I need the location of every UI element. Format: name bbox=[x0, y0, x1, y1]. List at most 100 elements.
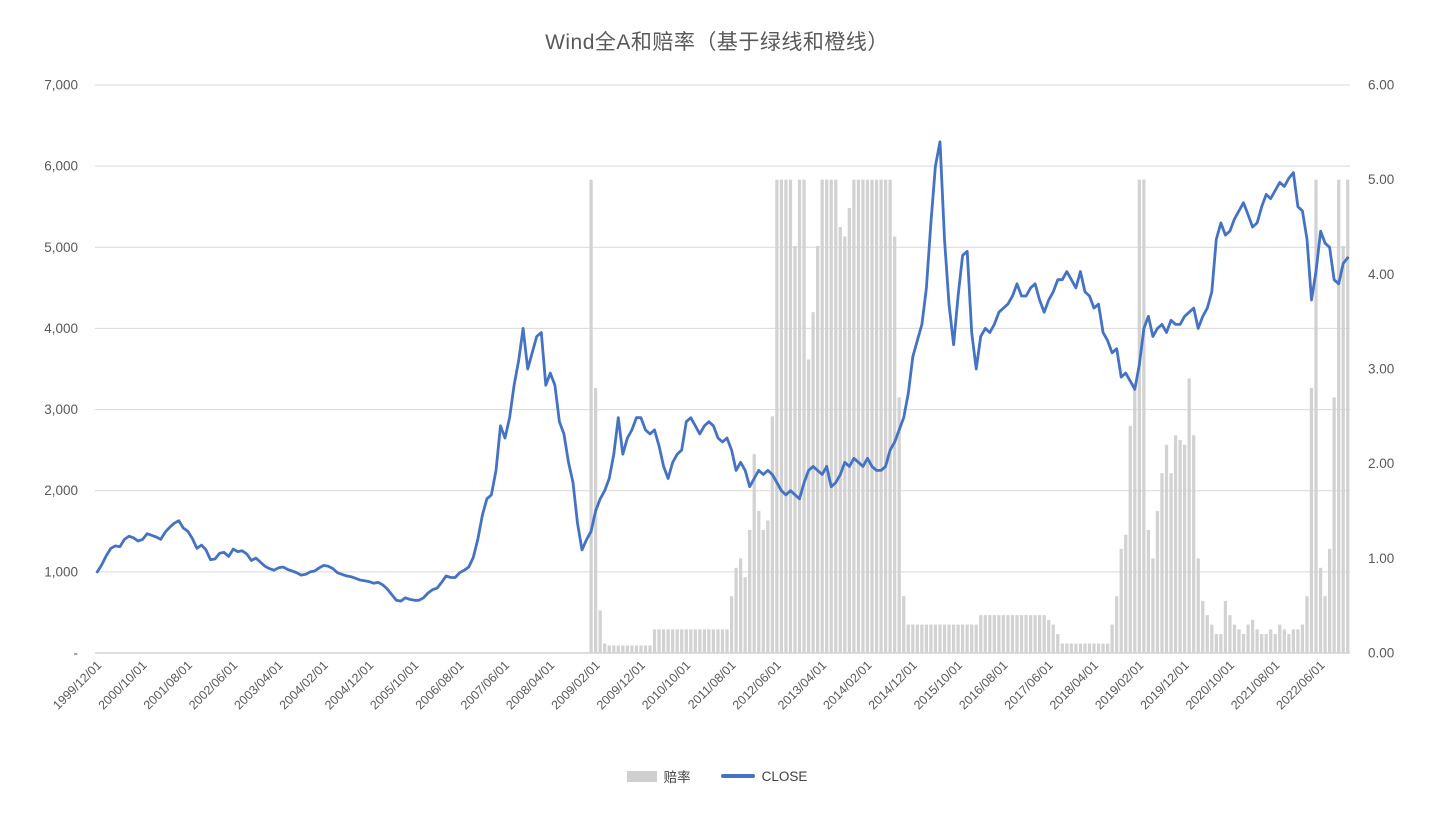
odds-bar bbox=[1128, 425, 1132, 653]
odds-bar bbox=[865, 179, 870, 653]
odds-bar bbox=[888, 179, 892, 653]
odds-bar bbox=[1096, 643, 1101, 653]
odds-bar bbox=[1264, 634, 1268, 653]
odds-bar bbox=[738, 558, 743, 653]
odds-bar bbox=[1314, 179, 1318, 653]
odds-bar bbox=[1069, 643, 1073, 653]
odds-bar bbox=[689, 629, 693, 653]
odds-bar bbox=[1119, 548, 1123, 653]
y-axis-label-left: - bbox=[74, 646, 79, 661]
odds-bar bbox=[965, 624, 969, 653]
odds-bar bbox=[770, 416, 774, 653]
odds-bar bbox=[852, 179, 856, 653]
odds-bar bbox=[729, 596, 734, 653]
odds-bar bbox=[956, 624, 960, 653]
odds-bar bbox=[870, 179, 874, 653]
odds-bar bbox=[1327, 548, 1332, 653]
odds-bar bbox=[1087, 643, 1092, 653]
odds-bar bbox=[643, 645, 648, 653]
odds-bar bbox=[1196, 558, 1200, 653]
odds-bar bbox=[911, 624, 915, 653]
odds-bar bbox=[825, 179, 829, 653]
odds-bar bbox=[1232, 624, 1237, 653]
odds-bar bbox=[1214, 634, 1218, 653]
odds-bar bbox=[1047, 619, 1051, 653]
odds-bar bbox=[603, 643, 607, 653]
odds-bar bbox=[680, 629, 684, 653]
odds-bar bbox=[1332, 397, 1336, 653]
odds-bar bbox=[1309, 387, 1314, 653]
odds-bar bbox=[1042, 615, 1046, 653]
odds-bar bbox=[634, 645, 639, 653]
close-line bbox=[95, 140, 1350, 603]
odds-bar bbox=[843, 236, 847, 653]
odds-bar bbox=[979, 615, 983, 653]
line-swatch-icon bbox=[720, 774, 755, 778]
y-axis-label-right: 4.00 bbox=[1368, 267, 1394, 282]
odds-bar bbox=[648, 645, 652, 653]
odds-bar bbox=[1110, 624, 1114, 653]
odds-bar bbox=[766, 520, 770, 653]
odds-bar bbox=[920, 624, 924, 653]
legend-label-close: CLOSE bbox=[761, 768, 808, 784]
odds-bar bbox=[748, 529, 752, 653]
odds-bar bbox=[1210, 624, 1214, 653]
legend-label-odds: 赔率 bbox=[663, 770, 691, 785]
odds-bar bbox=[598, 610, 602, 653]
odds-bar bbox=[902, 596, 906, 653]
odds-bar bbox=[1065, 643, 1069, 653]
y-axis-label-right: 5.00 bbox=[1368, 172, 1394, 187]
legend-item-odds: 赔率 bbox=[626, 766, 691, 786]
y-axis-label-right: 2.00 bbox=[1368, 456, 1394, 471]
odds-bar bbox=[1337, 179, 1341, 653]
odds-bar bbox=[1228, 615, 1232, 653]
y-axis-label-right: 3.00 bbox=[1368, 362, 1394, 377]
odds-bar bbox=[806, 359, 811, 653]
odds-bar bbox=[1092, 643, 1096, 653]
odds-bar bbox=[775, 179, 779, 653]
odds-bar bbox=[707, 629, 711, 653]
bar-swatch-icon bbox=[626, 770, 657, 782]
odds-bar bbox=[802, 179, 806, 653]
odds-bar bbox=[834, 179, 838, 653]
odds-bar bbox=[1124, 534, 1128, 653]
odds-bar bbox=[630, 645, 634, 653]
odds-bar bbox=[1151, 558, 1155, 653]
odds-bar bbox=[951, 624, 956, 653]
odds-bar bbox=[1287, 634, 1291, 653]
odds-bar bbox=[1318, 567, 1323, 653]
odds-bar bbox=[838, 227, 842, 653]
odds-bar bbox=[1056, 634, 1060, 653]
odds-bar bbox=[1241, 634, 1246, 653]
odds-bar bbox=[1250, 619, 1255, 653]
odds-bar bbox=[883, 179, 888, 653]
odds-bar bbox=[938, 624, 942, 653]
odds-bar bbox=[1083, 643, 1087, 653]
odds-bar bbox=[671, 629, 675, 653]
odds-bar bbox=[1105, 643, 1110, 653]
odds-bar bbox=[625, 645, 629, 653]
odds-bar bbox=[1260, 634, 1264, 653]
chart-title: Wind全A和赔率（基于绿线和橙线） bbox=[545, 31, 889, 54]
y-axis-label-left: 1,000 bbox=[44, 564, 78, 579]
odds-bar bbox=[1028, 615, 1033, 653]
odds-bar bbox=[820, 179, 824, 653]
odds-bar bbox=[1078, 643, 1083, 653]
odds-bar bbox=[1192, 435, 1196, 653]
y-axis-label-right: 1.00 bbox=[1368, 551, 1394, 566]
odds-bar bbox=[793, 245, 797, 653]
odds-bar bbox=[734, 567, 738, 653]
odds-bar bbox=[725, 629, 729, 653]
odds-bar bbox=[616, 645, 620, 653]
odds-bar bbox=[861, 179, 865, 653]
odds-bar bbox=[811, 312, 815, 653]
odds-bar bbox=[698, 629, 702, 653]
odds-bar bbox=[661, 629, 666, 653]
odds-bar bbox=[879, 179, 883, 653]
odds-bar bbox=[1019, 615, 1024, 653]
odds-bar bbox=[933, 624, 938, 653]
odds-bar bbox=[997, 615, 1001, 653]
odds-bar bbox=[1178, 440, 1182, 653]
odds-bar bbox=[1001, 615, 1006, 653]
